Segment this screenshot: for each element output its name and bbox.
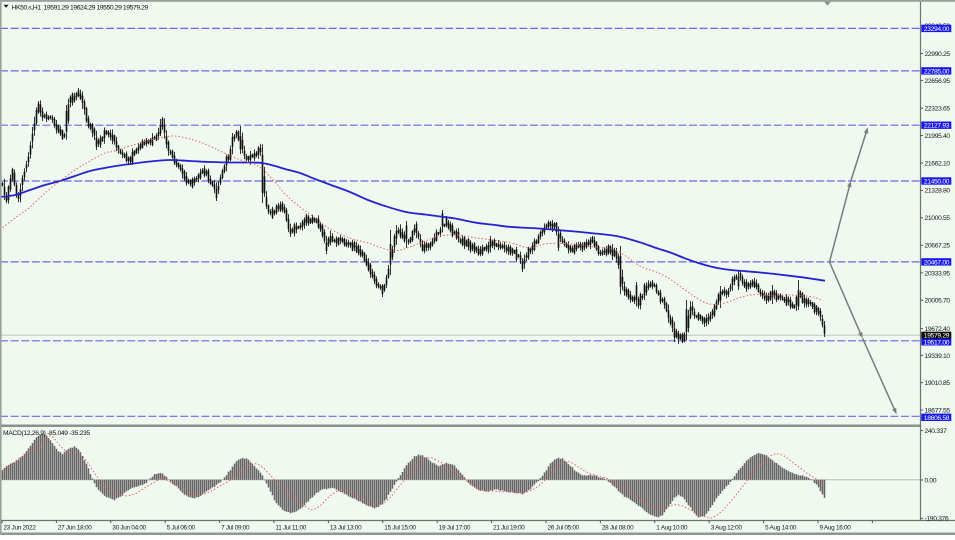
svg-text:13 Jul 13:00: 13 Jul 13:00 (330, 524, 362, 531)
svg-text:MACD(12,26,9) -85.049 -35.235: MACD(12,26,9) -85.049 -35.235 (3, 430, 90, 437)
svg-text:22990.25: 22990.25 (925, 51, 951, 58)
svg-text:-190.376: -190.376 (925, 516, 949, 523)
svg-text:21 Jul 19:00: 21 Jul 19:00 (493, 524, 525, 531)
svg-text:30 Jun 04:00: 30 Jun 04:00 (112, 524, 146, 531)
svg-text:19517.00: 19517.00 (924, 339, 950, 346)
svg-text:3 Aug 12:00: 3 Aug 12:00 (711, 524, 743, 531)
svg-text:7 Jul 09:00: 7 Jul 09:00 (221, 524, 250, 531)
svg-text:20005.70: 20005.70 (925, 298, 951, 305)
svg-text:19672.40: 19672.40 (925, 326, 951, 333)
svg-text:HK50.s,H1 19591.29 19624.29 1: HK50.s,H1 19591.29 19624.29 19550.29 195… (12, 5, 149, 12)
svg-text:9 Aug 16:00: 9 Aug 16:00 (820, 524, 852, 531)
svg-text:20467.00: 20467.00 (924, 259, 950, 266)
svg-text:21450.00: 21450.00 (924, 179, 950, 186)
svg-text:23 Jun 2022: 23 Jun 2022 (4, 524, 37, 531)
svg-text:240.337: 240.337 (925, 428, 948, 435)
svg-text:19010.85: 19010.85 (925, 380, 951, 387)
svg-text:28 Jul 08:00: 28 Jul 08:00 (602, 524, 634, 531)
svg-text:19339.10: 19339.10 (925, 353, 951, 360)
svg-text:19 Jul 17:00: 19 Jul 17:00 (439, 524, 471, 531)
svg-text:21662.10: 21662.10 (925, 160, 951, 167)
svg-text:20667.25: 20667.25 (925, 243, 951, 250)
svg-text:20333.95: 20333.95 (925, 270, 951, 277)
svg-text:11 Jul 11:00: 11 Jul 11:00 (276, 524, 307, 531)
svg-text:1 Aug 10:00: 1 Aug 10:00 (656, 524, 688, 531)
svg-text:21995.40: 21995.40 (925, 133, 951, 140)
svg-text:26 Jul 05:00: 26 Jul 05:00 (548, 524, 580, 531)
svg-text:21328.80: 21328.80 (925, 188, 951, 195)
svg-text:21000.55: 21000.55 (925, 215, 951, 222)
svg-text:15 Jul 15:00: 15 Jul 15:00 (384, 524, 416, 531)
svg-text:22785.00: 22785.00 (924, 68, 950, 75)
svg-text:22656.95: 22656.95 (925, 78, 951, 85)
svg-text:0.00: 0.00 (925, 477, 937, 484)
svg-text:27 Jun 18:00: 27 Jun 18:00 (58, 524, 92, 531)
svg-text:23294.00: 23294.00 (924, 26, 950, 33)
svg-text:18606.58: 18606.58 (924, 415, 950, 422)
svg-text:5 Aug 14:00: 5 Aug 14:00 (765, 524, 797, 531)
svg-text:5 Jul 06:00: 5 Jul 06:00 (167, 524, 196, 531)
svg-text:22127.93: 22127.93 (924, 123, 950, 130)
svg-text:22323.65: 22323.65 (925, 106, 951, 113)
svg-text:18677.55: 18677.55 (925, 407, 951, 414)
svg-text:19579.29: 19579.29 (924, 333, 950, 340)
